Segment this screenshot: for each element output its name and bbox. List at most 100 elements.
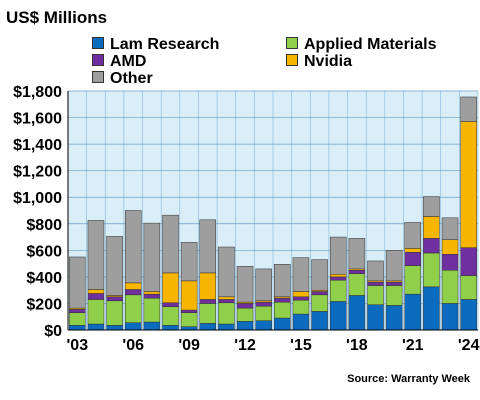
bar-segment-lam-research xyxy=(274,317,291,331)
bar-segment-other xyxy=(385,250,403,282)
bar-segment-other xyxy=(255,268,272,302)
bar-segment-nvidia xyxy=(124,282,142,290)
bar-segment-nvidia xyxy=(460,121,477,248)
bar-segment-other xyxy=(124,210,142,284)
bar-segment-amd xyxy=(106,296,123,302)
bar-segment-other xyxy=(441,217,459,240)
bar-segment-lam-research xyxy=(292,313,310,331)
bar-segment-nvidia xyxy=(329,273,347,278)
axes: $0 $200 $400 $600 $800 $1,000 $1,200 $1,400 $1,6… xyxy=(13,84,480,354)
bar-segment-other xyxy=(292,257,310,292)
bar-segment-other xyxy=(143,222,161,292)
legend-item-lam-research: Lam Research xyxy=(92,36,219,54)
bar-segment-other xyxy=(348,238,366,270)
bar-segment-nvidia xyxy=(180,280,198,311)
legend-swatch-applied-materials xyxy=(286,36,298,49)
bar-segment-lam-research xyxy=(385,305,403,331)
bar-segment-lam-research xyxy=(106,325,123,331)
bar-segment-applied-materials xyxy=(329,279,347,302)
bar-segment-other xyxy=(423,196,440,217)
legend-label-amd: AMD xyxy=(110,53,147,70)
bar-segment-nvidia xyxy=(292,291,310,298)
bar-segment-lam-research xyxy=(367,304,384,331)
legend-swatch-other xyxy=(92,70,104,83)
bar-segment-applied-materials xyxy=(385,285,403,306)
legend-item-nvidia: Nvidia xyxy=(286,53,352,71)
bar-segment-lam-research xyxy=(124,322,142,331)
y-tick-label: $1,600 xyxy=(13,111,62,128)
bar-segment-other xyxy=(162,214,179,274)
bar-segment-amd xyxy=(441,254,459,271)
bar-segment-nvidia xyxy=(423,216,440,239)
bar-segment-amd xyxy=(69,309,86,313)
bar-segment-lam-research xyxy=(69,325,86,331)
bar-segment-other xyxy=(106,236,123,296)
bar-segment-nvidia xyxy=(218,296,235,300)
source-note: Source: Warranty Week xyxy=(347,373,470,385)
y-tick-label: $0 xyxy=(44,323,62,340)
bar-segment-amd xyxy=(180,309,198,313)
legend-label-nvidia: Nvidia xyxy=(304,53,353,70)
legend-label-lam-research: Lam Research xyxy=(110,36,220,53)
bar-segment-amd xyxy=(292,296,310,301)
bar-segment-other xyxy=(236,266,254,303)
bar-segment-amd xyxy=(255,301,272,307)
bar-segment-amd xyxy=(162,302,179,308)
bar-segment-other xyxy=(199,219,217,274)
bar-segment-amd xyxy=(329,276,347,281)
bar-segment-amd xyxy=(87,293,105,300)
bar-segment-applied-materials xyxy=(423,252,440,288)
y-tick-label: $400 xyxy=(26,270,62,287)
legend-swatch-lam-research xyxy=(92,36,104,49)
legend-item-applied-materials: Applied Materials xyxy=(286,36,436,54)
bar-segment-amd xyxy=(124,289,142,296)
x-tick-label: '24 xyxy=(458,337,480,354)
bar-segment-applied-materials xyxy=(292,299,310,315)
bar-segment-nvidia xyxy=(143,291,161,295)
x-tick-label: '09 xyxy=(178,337,200,354)
bar-segment-applied-materials xyxy=(460,275,477,300)
legend-swatch-amd xyxy=(92,53,104,66)
y-tick-label: $1,000 xyxy=(13,190,62,207)
bar-segment-applied-materials xyxy=(199,303,217,324)
bar-segment-lam-research xyxy=(236,321,254,331)
y-tick-label: $1,400 xyxy=(13,137,62,154)
legend-label-other: Other xyxy=(110,70,153,87)
y-tick-label: $200 xyxy=(26,296,62,313)
bar-segment-applied-materials xyxy=(124,294,142,323)
bar-segment-amd xyxy=(199,299,217,304)
bar-segment-applied-materials xyxy=(255,305,272,321)
bar-segment-other xyxy=(274,264,291,298)
bar-segment-amd xyxy=(236,303,254,309)
bar-segment-other xyxy=(311,259,328,291)
legend-item-amd: AMD xyxy=(92,53,146,71)
bar-segment-applied-materials xyxy=(69,312,86,326)
bar-segment-lam-research xyxy=(143,321,161,331)
bar-segment-other xyxy=(329,236,347,275)
legend-item-other: Other xyxy=(92,70,153,88)
bar-segment-amd xyxy=(311,291,328,296)
bar-segment-amd xyxy=(218,299,235,304)
bar-segment-lam-research xyxy=(311,311,328,331)
bar-segment-applied-materials xyxy=(143,297,161,323)
bar-segment-amd xyxy=(460,247,477,276)
bar-segment-applied-materials xyxy=(311,294,328,312)
bar-segment-applied-materials xyxy=(274,301,291,319)
bar-segment-nvidia xyxy=(199,272,217,300)
bar-segment-amd xyxy=(385,281,403,286)
bar-segment-amd xyxy=(423,238,440,254)
bar-segment-lam-research xyxy=(348,295,366,331)
x-tick-label: '15 xyxy=(290,337,312,354)
bar-segment-other xyxy=(404,222,422,249)
x-tick-label: '18 xyxy=(346,337,368,354)
bar-segment-applied-materials xyxy=(180,312,198,327)
bar-segment-applied-materials xyxy=(441,270,459,304)
bar-segment-other xyxy=(367,260,384,282)
bar-segment-lam-research xyxy=(460,299,477,331)
bar-segment-nvidia xyxy=(162,272,179,304)
bar-segment-applied-materials xyxy=(218,302,235,325)
x-tick-label: '03 xyxy=(67,337,89,354)
bar-segment-lam-research xyxy=(423,286,440,331)
